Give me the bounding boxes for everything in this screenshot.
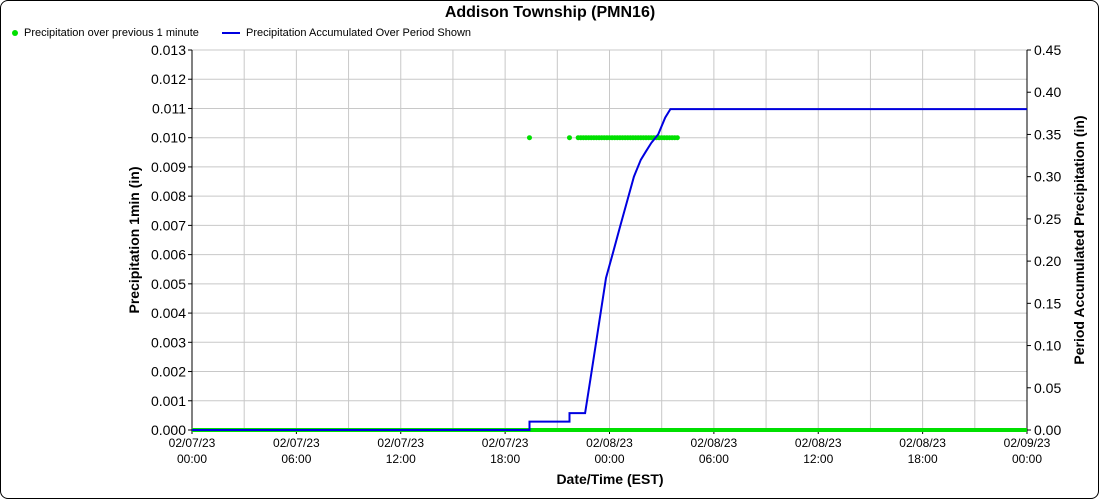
y-right-tick-label: 0.25 — [1034, 211, 1061, 227]
x-tick-date: 02/08/23 — [899, 436, 946, 450]
y-left-tick-label: 0.001 — [151, 393, 186, 409]
y-left-tick-label: 0.009 — [151, 159, 186, 175]
x-tick-date: 02/07/23 — [377, 436, 424, 450]
y-left-tick-label: 0.006 — [151, 247, 186, 263]
y-left-tick-label: 0.010 — [151, 130, 186, 146]
x-tick-time: 12:00 — [803, 452, 833, 466]
y-left-tick-label: 0.004 — [151, 305, 186, 321]
y-left-tick-label: 0.003 — [151, 334, 186, 350]
legend-item-1min: Precipitation over previous 1 minute — [12, 27, 199, 39]
x-axis-label: Date/Time (EST) — [556, 471, 663, 487]
x-tick-date: 02/08/23 — [691, 436, 738, 450]
x-tick-date: 02/08/23 — [586, 436, 633, 450]
x-tick-time: 18:00 — [490, 452, 520, 466]
y-right-tick-label: 0.35 — [1034, 126, 1061, 142]
y-right-tick-label: 0.05 — [1034, 380, 1061, 396]
y-right-tick-label: 0.00 — [1034, 422, 1061, 438]
x-tick-time: 12:00 — [386, 452, 416, 466]
y-right-tick-label: 0.30 — [1034, 169, 1061, 185]
x-tick-time: 00:00 — [177, 452, 207, 466]
y-right-tick-label: 0.40 — [1034, 84, 1061, 100]
x-tick-date: 02/09/23 — [1004, 436, 1051, 450]
y-right-tick-label: 0.45 — [1034, 42, 1061, 58]
series-1min-point — [674, 135, 680, 141]
series-accumulated-line — [192, 108, 1027, 431]
y-left-tick-label: 0.005 — [151, 276, 186, 292]
y-right-tick-label: 0.15 — [1034, 295, 1061, 311]
legend-label-1min: Precipitation over previous 1 minute — [24, 27, 199, 39]
y-left-axis-label: Precipitation 1min (in) — [126, 166, 142, 313]
blue-line-icon — [222, 32, 240, 35]
y-left-tick-label: 0.008 — [151, 188, 186, 204]
y-left-tick-label: 0.000 — [151, 422, 186, 438]
x-tick-date: 02/08/23 — [795, 436, 842, 450]
y-left-tick-label: 0.007 — [151, 217, 186, 233]
series-1min-point — [566, 135, 572, 141]
y-left-tick-label: 0.013 — [151, 42, 186, 58]
x-tick-time: 06:00 — [699, 452, 729, 466]
series-1min-point — [526, 135, 532, 141]
y-left-tick-label: 0.002 — [151, 364, 186, 380]
y-right-tick-label: 0.10 — [1034, 338, 1061, 354]
legend-item-accumulated: Precipitation Accumulated Over Period Sh… — [222, 27, 471, 39]
y-left-tick-label: 0.012 — [151, 71, 186, 87]
x-tick-time: 00:00 — [594, 452, 624, 466]
y-right-axis-label: Period Accumulated Precipitation (in) — [1071, 115, 1087, 364]
y-left-tick-label: 0.011 — [152, 100, 186, 116]
legend-label-accumulated: Precipitation Accumulated Over Period Sh… — [246, 27, 472, 39]
x-tick-time: 06:00 — [281, 452, 311, 466]
green-dot-icon — [12, 30, 18, 37]
x-tick-time: 00:00 — [1012, 452, 1042, 466]
y-right-tick-label: 0.20 — [1034, 253, 1061, 269]
chart-title: Addison Township (PMN16) — [444, 4, 656, 21]
x-tick-date: 02/07/23 — [482, 436, 529, 450]
x-tick-time: 18:00 — [908, 452, 938, 466]
x-tick-date: 02/07/23 — [169, 436, 216, 450]
x-tick-date: 02/07/23 — [273, 436, 320, 450]
